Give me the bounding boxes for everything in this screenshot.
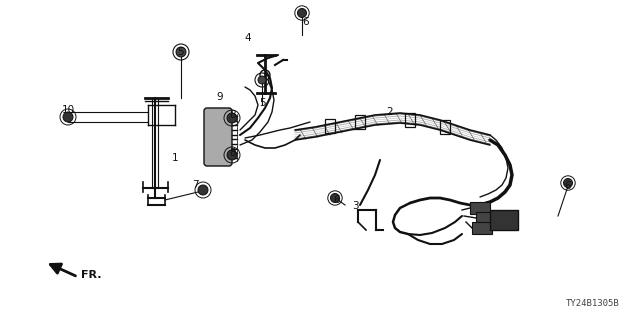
Bar [490,210,518,230]
Bar [472,222,492,234]
Text: 7: 7 [192,180,198,190]
Text: 6: 6 [564,181,572,191]
Circle shape [227,113,237,123]
Circle shape [563,179,573,188]
Circle shape [298,9,307,18]
Circle shape [330,194,339,203]
Text: 6: 6 [303,17,309,27]
Circle shape [227,150,237,160]
Text: 5: 5 [259,98,266,108]
Bar [440,120,450,134]
Text: 5: 5 [178,47,184,57]
Text: 10: 10 [61,105,75,115]
Bar [476,212,496,224]
Text: 1: 1 [172,153,179,163]
Text: 8: 8 [230,110,236,120]
Bar [405,113,415,127]
Circle shape [198,185,208,195]
Bar [355,115,365,129]
Text: 2: 2 [387,107,394,117]
Circle shape [176,47,186,57]
Bar [470,202,490,214]
Text: 8: 8 [230,148,236,158]
Text: FR.: FR. [81,270,102,280]
Circle shape [63,112,73,122]
Text: 4: 4 [244,33,252,43]
Text: 3: 3 [352,201,358,211]
Text: TY24B1305B: TY24B1305B [566,299,620,308]
Text: 6: 6 [333,195,340,205]
Circle shape [258,76,266,84]
FancyBboxPatch shape [204,108,232,166]
Bar [325,119,335,133]
Text: 9: 9 [217,92,223,102]
